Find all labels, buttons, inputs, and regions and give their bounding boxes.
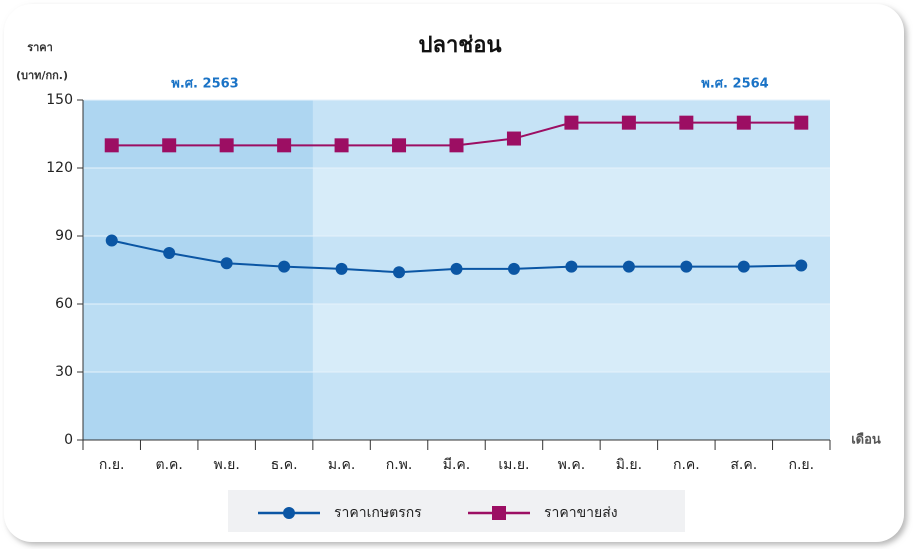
data-point bbox=[220, 257, 233, 270]
x-tick-label: ก.ย. bbox=[99, 457, 125, 473]
data-point bbox=[737, 260, 750, 273]
year-label: พ.ศ. 2563 bbox=[171, 77, 238, 92]
x-tick-label: พ.ค. bbox=[558, 457, 586, 473]
y-tick-label: 0 bbox=[64, 432, 73, 448]
data-point bbox=[680, 260, 693, 273]
data-point bbox=[392, 138, 407, 153]
data-point bbox=[564, 115, 579, 130]
y-axis-unit: (บาท/กก.) bbox=[16, 69, 68, 82]
y-tick-label: 60 bbox=[55, 296, 73, 312]
x-tick-label: พ.ย. bbox=[213, 457, 239, 473]
data-point bbox=[565, 260, 578, 273]
band bbox=[83, 168, 830, 236]
data-point bbox=[795, 259, 808, 272]
x-tick-label: ก.พ. bbox=[386, 457, 413, 473]
legend-label: ราคาขายส่ง bbox=[544, 505, 618, 521]
chart-title: ปลาช่อน bbox=[419, 33, 502, 58]
data-point bbox=[393, 266, 406, 279]
data-point bbox=[219, 138, 234, 153]
data-point bbox=[277, 138, 292, 153]
data-point bbox=[335, 262, 348, 275]
x-tick-label: ก.ค. bbox=[673, 457, 700, 473]
y-axis-label: ราคา bbox=[27, 41, 53, 54]
y-tick-label: 30 bbox=[55, 364, 73, 380]
data-point bbox=[794, 115, 809, 130]
data-point bbox=[278, 260, 291, 273]
data-point bbox=[736, 115, 751, 130]
data-point bbox=[105, 234, 118, 247]
x-tick-label: เม.ย. bbox=[498, 457, 529, 473]
x-tick-label: ก.ย. bbox=[788, 457, 814, 473]
x-tick-label: ธ.ค. bbox=[271, 457, 298, 473]
y-tick-label: 120 bbox=[46, 160, 73, 176]
legend-marker bbox=[492, 506, 506, 520]
data-point bbox=[449, 138, 464, 153]
band bbox=[83, 372, 830, 440]
legend-label: ราคาเกษตรกร bbox=[334, 505, 422, 521]
band bbox=[83, 304, 830, 372]
data-point bbox=[334, 138, 349, 153]
data-point bbox=[679, 115, 694, 130]
y-tick-label: 90 bbox=[55, 228, 73, 244]
legend-marker bbox=[283, 507, 295, 519]
data-point bbox=[621, 115, 636, 130]
y-tick-label: 150 bbox=[46, 92, 73, 108]
data-point bbox=[104, 138, 119, 153]
year-label: พ.ศ. 2564 bbox=[701, 77, 768, 92]
band bbox=[83, 100, 830, 168]
data-point bbox=[450, 262, 463, 275]
x-tick-label: มิ.ย. bbox=[616, 457, 642, 473]
data-point bbox=[506, 131, 521, 146]
year-shade bbox=[83, 100, 313, 440]
x-tick-label: ม.ค. bbox=[328, 457, 356, 473]
x-tick-label: ต.ค. bbox=[156, 457, 183, 473]
data-point bbox=[507, 262, 520, 275]
legend bbox=[228, 490, 685, 532]
data-point bbox=[622, 260, 635, 273]
x-tick-label: มี.ค. bbox=[443, 457, 471, 473]
data-point bbox=[163, 247, 176, 259]
x-axis-label: เดือน bbox=[851, 432, 881, 448]
x-tick-label: ส.ค. bbox=[730, 457, 757, 473]
data-point bbox=[162, 138, 177, 153]
